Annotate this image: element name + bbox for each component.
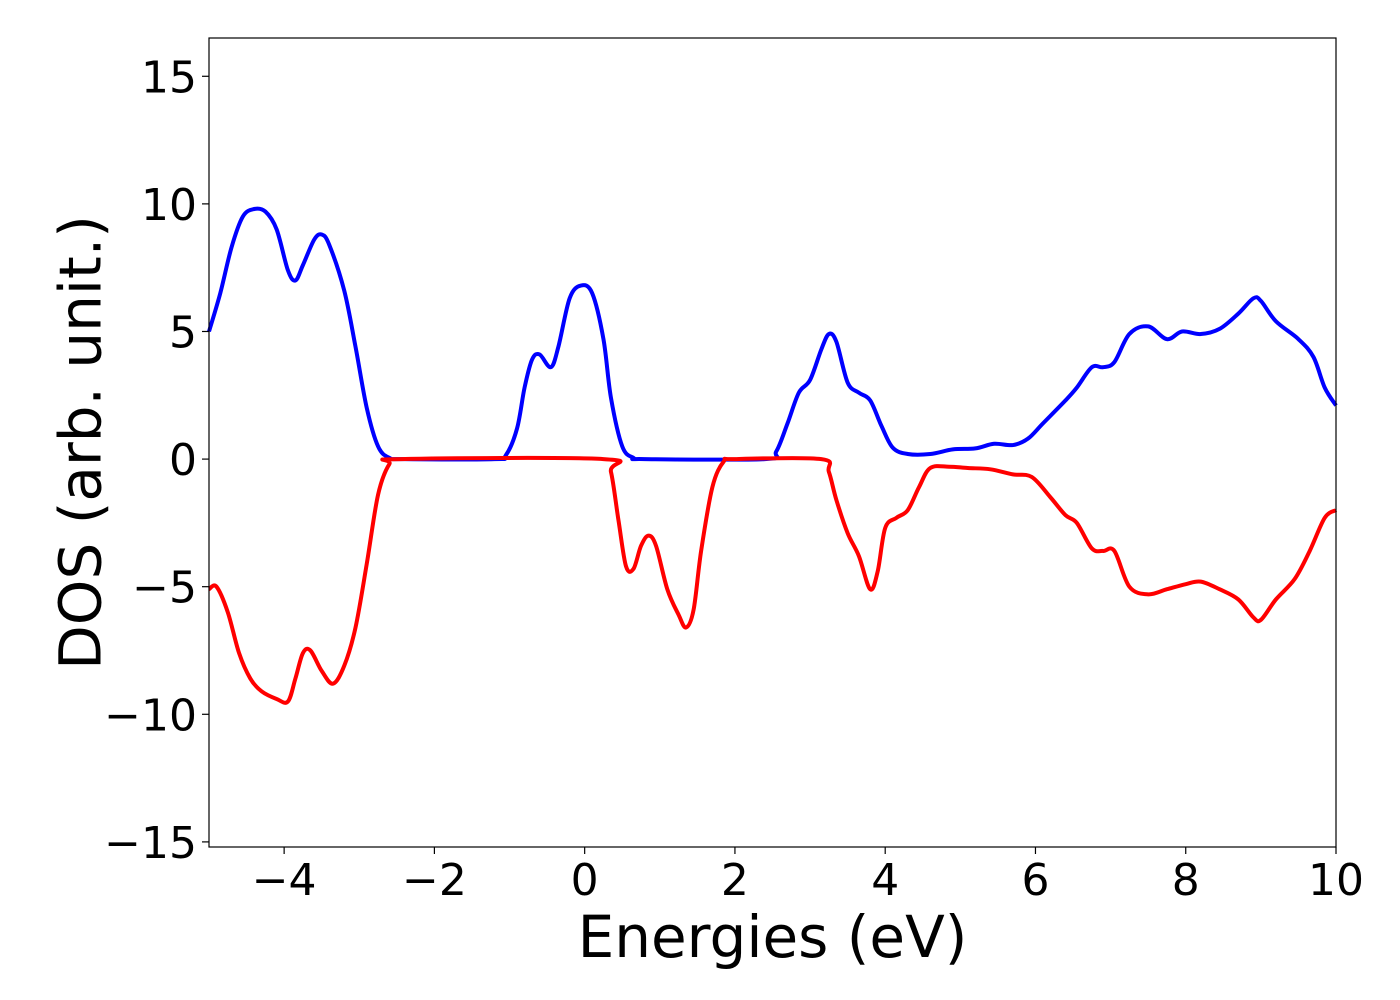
x-axis-ticks: −4 −2 0 2 4 6 8 10 (252, 847, 1364, 906)
x-tick-label: 6 (1021, 855, 1049, 906)
y-tick-label: 10 (141, 180, 197, 231)
x-tick-label: 8 (1172, 855, 1200, 906)
x-axis-title: Energies (eV) (578, 903, 968, 971)
series-layer (207, 206, 1338, 705)
y-tick-label: −5 (132, 563, 197, 614)
x-tick-label: −2 (402, 855, 467, 906)
series-line-blue (207, 206, 1338, 462)
plot-frame (208, 37, 1337, 848)
x-tick-label: −4 (252, 855, 317, 906)
x-tick-label: 0 (571, 855, 599, 906)
series-line-red (207, 455, 1338, 705)
x-tick-label: 10 (1308, 855, 1364, 906)
y-tick-label: 15 (141, 52, 197, 103)
y-tick-label: −15 (104, 818, 197, 869)
x-tick-label: 2 (721, 855, 749, 906)
y-tick-label: 0 (169, 435, 197, 486)
y-axis-title: DOS (arb. unit.) (46, 215, 114, 670)
y-tick-label: 5 (169, 307, 197, 358)
x-tick-label: 4 (871, 855, 899, 906)
y-axis-ticks: −15 −10 −5 0 5 10 15 (104, 52, 209, 869)
y-tick-label: −10 (104, 690, 197, 741)
